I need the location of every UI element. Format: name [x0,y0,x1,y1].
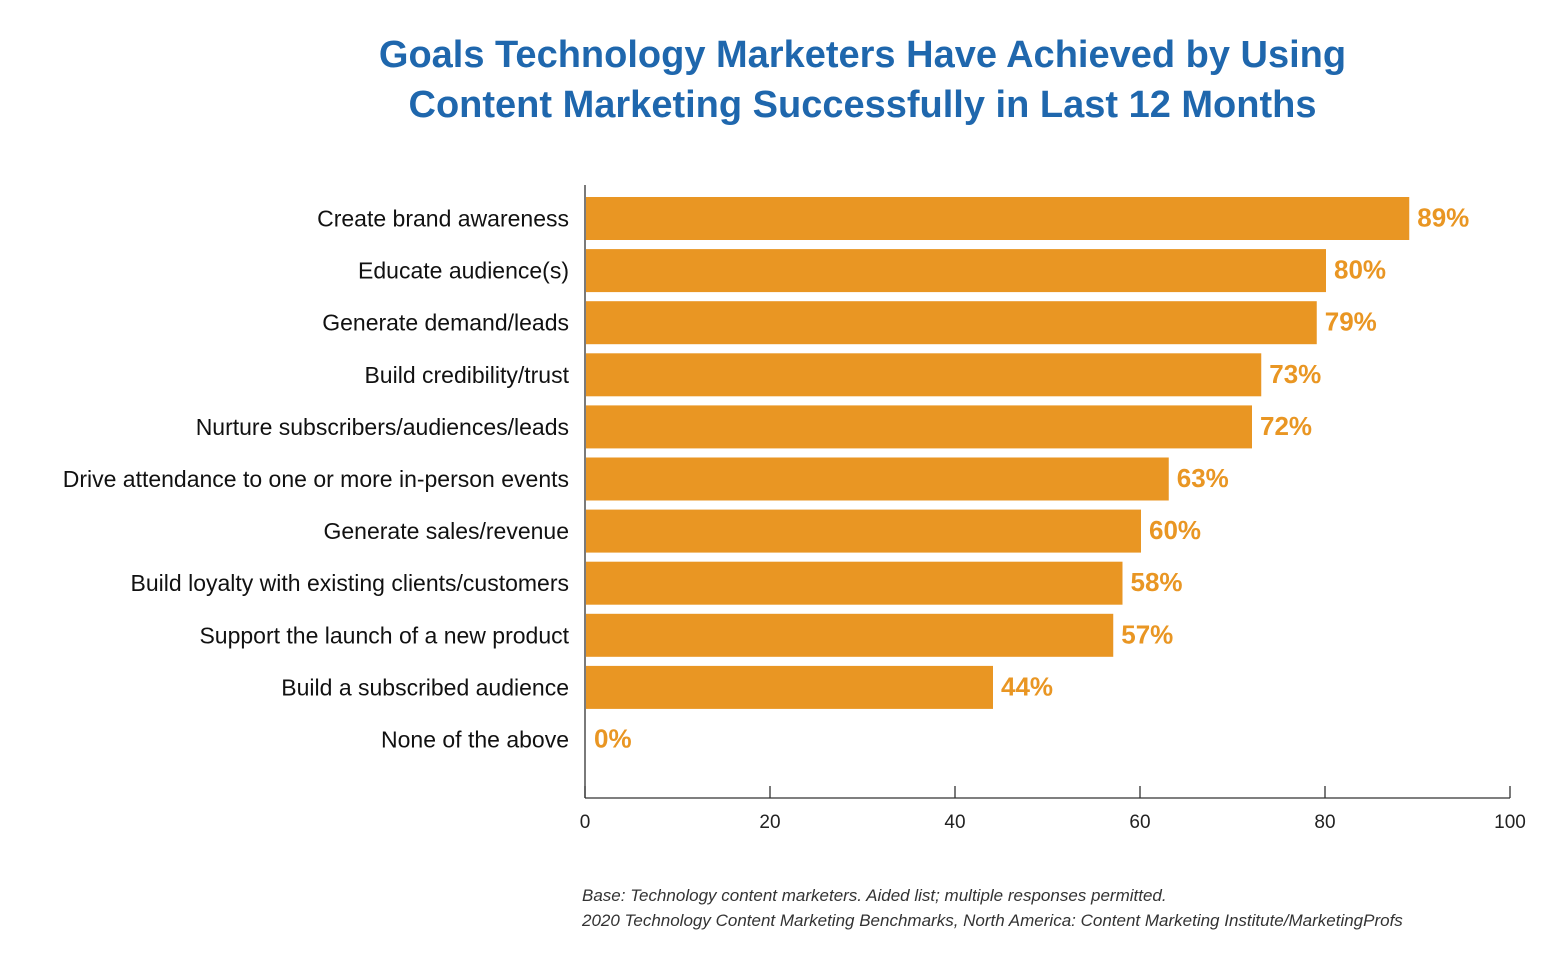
bar-3 [586,353,1262,397]
value-label-8: 57% [1121,619,1173,649]
value-label-1: 80% [1334,255,1386,285]
x-tick-label-2: 40 [944,812,965,833]
bar-chart: Create brand awareness 89% Educate audienc… [63,185,1526,833]
x-tick-label-0: 0 [580,812,591,833]
bar-2 [586,301,1317,345]
value-label-0: 89% [1417,203,1469,233]
chart-title: Goals Technology Marketers Have Achieved… [0,30,1560,130]
footnote-source: 2020 Technology Content Marketing Benchm… [582,911,1403,930]
x-tick-label-4: 80 [1314,812,1335,833]
bar-7 [586,561,1123,605]
value-label-2: 79% [1325,307,1377,337]
category-label-0: Create brand awareness [317,206,569,232]
value-label-9: 44% [1001,671,1053,701]
category-label-10: None of the above [381,727,569,753]
chart-title-line-2: Content Marketing Successfully in Last 1… [408,84,1317,126]
value-label-3: 73% [1269,359,1321,389]
value-label-10: 0% [594,724,632,754]
category-label-3: Build credibility/trust [364,362,569,388]
category-label-6: Generate sales/revenue [324,518,570,544]
value-label-6: 60% [1149,515,1201,545]
category-label-1: Educate audience(s) [358,258,569,284]
axis-layer: 0 20 40 60 80 100 [580,185,1526,833]
category-label-5: Drive attendance to one or more in-perso… [63,466,569,492]
bar-1 [586,249,1326,293]
bar-5 [586,457,1169,501]
bar-9 [586,665,993,709]
value-label-4: 72% [1260,411,1312,441]
category-label-8: Support the launch of a new product [199,622,569,648]
bars-layer: Create brand awareness 89% Educate audienc… [63,197,1469,754]
category-label-2: Generate demand/leads [322,310,569,336]
bar-8 [586,613,1114,657]
chart-title-line-1: Goals Technology Marketers Have Achieved… [378,34,1347,76]
category-label-4: Nurture subscribers/audiences/leads [196,414,569,440]
value-label-5: 63% [1177,463,1229,493]
category-label-7: Build loyalty with existing clients/cust… [131,570,569,596]
category-label-9: Build a subscribed audience [281,674,569,700]
x-tick-label-1: 20 [759,812,780,833]
x-tick-label-3: 60 [1129,812,1150,833]
x-tick-label-5: 100 [1494,812,1526,833]
bar-4 [586,405,1252,449]
bar-0 [586,197,1410,240]
footnote-base: Base: Technology content marketers. Aide… [582,886,1167,905]
value-label-7: 58% [1131,567,1183,597]
bar-6 [586,509,1141,553]
